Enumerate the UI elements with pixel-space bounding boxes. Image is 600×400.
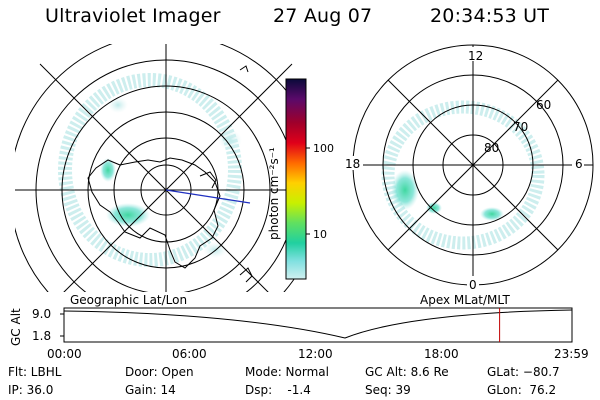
colorbar-unit-label: photon cm⁻²s⁻¹ [267, 147, 281, 240]
instrument-title: Ultraviolet Imager [45, 5, 221, 27]
door-field: Door: Open [125, 365, 194, 379]
altitude-ylabel: GC Alt [9, 308, 23, 346]
mlt-label-12: 12 [468, 49, 483, 63]
mlt-label-18: 18 [345, 157, 360, 171]
xtick-1200: 12:00 [298, 347, 333, 361]
mlt-label-6: 6 [575, 157, 583, 171]
mode-field: Mode: Normal [245, 365, 329, 379]
date-label: 27 Aug 07 [273, 5, 373, 27]
gain-field: Gain: 14 [125, 383, 176, 397]
glon-field: GLon: 76.2 [487, 383, 557, 397]
geographic-map-label: Geographic Lat/Lon [70, 293, 188, 307]
time-label: 20:34:53 UT [430, 5, 550, 27]
altitude-curve [63, 309, 573, 339]
ip-field: IP: 36.0 [8, 383, 54, 397]
xtick-1800: 18:00 [424, 347, 459, 361]
glat-field: GLat: −80.7 [487, 365, 560, 379]
gc-alt-field: GC Alt: 8.6 Re [365, 365, 449, 379]
dsp-field: Dsp: -1.4 [245, 383, 311, 397]
lat-label-60: 60 [536, 98, 551, 112]
flt-field: Flt: LBHL [8, 365, 62, 379]
xtick-0600: 06:00 [172, 347, 207, 361]
magnetic-map-label: Apex MLat/MLT [420, 293, 510, 307]
colorbar-gradient [285, 78, 307, 280]
xtick-2359: 23:59 [554, 347, 589, 361]
ytick-1-8: 1.8 [32, 329, 51, 343]
mlt-label-0: 0 [469, 278, 477, 292]
xtick-0000: 00:00 [47, 347, 82, 361]
lat-label-80: 80 [484, 141, 499, 155]
colorbar-tick-100: 100 [313, 142, 334, 155]
colorbar-tick-10: 10 [313, 228, 327, 241]
ytick-9: 9.0 [32, 307, 51, 321]
lat-label-70: 70 [513, 120, 528, 134]
seq-field: Seq: 39 [365, 383, 411, 397]
